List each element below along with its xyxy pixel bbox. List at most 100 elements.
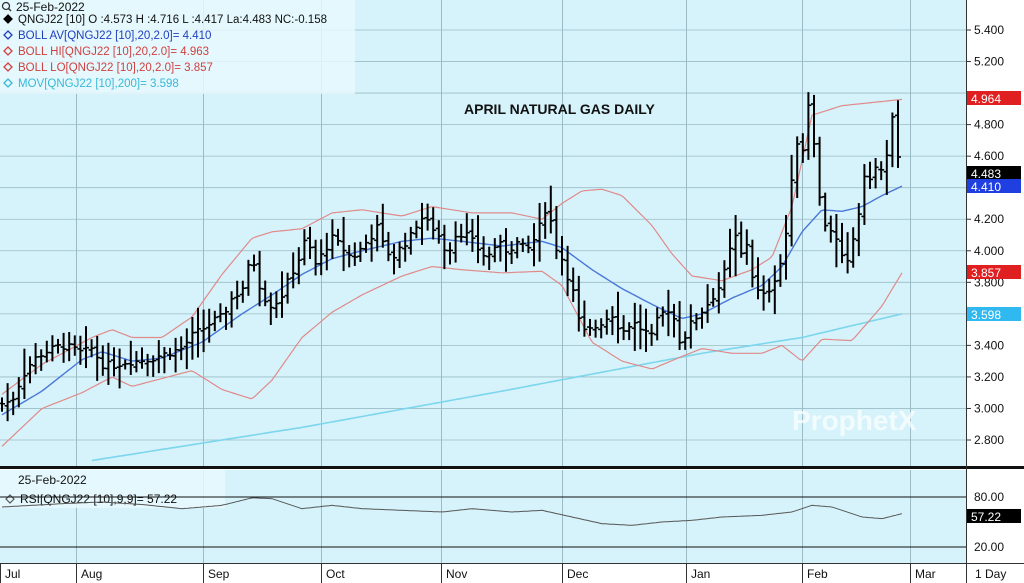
rsi-date: 25-Feb-2022 [18, 473, 87, 487]
ohlc-bar [575, 275, 582, 332]
ohlc-bar [811, 94, 817, 158]
svg-text:4.964: 4.964 [971, 92, 1001, 106]
ohlc-bar [659, 306, 666, 327]
svg-text:3.598: 3.598 [971, 308, 1001, 322]
ohlc-bar [844, 232, 851, 274]
time-label: Mar [915, 567, 936, 581]
legend-marker-icon [3, 46, 13, 56]
ohlc-bar [27, 356, 33, 384]
ohlc-bar [267, 292, 274, 326]
svg-text:4.410: 4.410 [971, 180, 1001, 194]
ohlc-bar [643, 308, 649, 352]
ohlc-bar [631, 302, 638, 351]
ohlc-bar [850, 227, 857, 268]
ohlc-bar [766, 278, 773, 303]
rsi-legend-box [0, 470, 225, 508]
price-tick-label: 2.800 [974, 433, 1004, 447]
ohlc-bar [10, 391, 17, 416]
ohlc-bar [363, 234, 369, 253]
ohlc-bar [407, 226, 414, 255]
ohlc-bar [262, 280, 269, 307]
time-label: Oct [326, 567, 345, 581]
ohlc-bar [127, 340, 134, 375]
svg-text:3.857: 3.857 [971, 266, 1001, 280]
legend-marker-icon [3, 30, 13, 40]
ohlc-bar [693, 313, 700, 331]
legend: QNGJ22 [10] O :4.573 H :4.716 L :4.417 L… [3, 14, 327, 90]
ohlc-bar [721, 260, 728, 298]
ohlc-bar [749, 239, 756, 288]
ohlc-bar [374, 214, 381, 252]
ohlc-bar [435, 220, 442, 244]
search-icon[interactable] [1, 1, 11, 11]
ohlc-bar [542, 202, 549, 239]
ohlc-bar [587, 318, 593, 336]
ohlc-bar [155, 340, 162, 374]
ohlc-bar [88, 339, 95, 358]
ohlc-bar [452, 221, 459, 263]
ohlc-bar [486, 246, 493, 270]
ohlc-bar [223, 306, 229, 330]
ohlc-bar [738, 221, 745, 258]
ohlc-bar [458, 223, 465, 243]
legend-box [0, 0, 355, 94]
ohlc-bar [788, 154, 795, 247]
ohlc-bar [284, 272, 291, 304]
price-tick-label: 3.200 [974, 370, 1004, 384]
ohlc-bar [55, 338, 61, 354]
ohlc-bar [525, 235, 532, 254]
ohlc-bar [559, 236, 565, 276]
legend-entry: BOLL LO[QNGJ22 [10],20,2.0]= 3.857 [18, 62, 213, 74]
ohlc-bar [536, 202, 543, 262]
ohlc-bar [301, 229, 308, 266]
ohlc-bar [671, 303, 677, 338]
ohlc-bar [760, 275, 767, 311]
ohlc-bar [676, 301, 683, 350]
ohlc-bar [111, 347, 117, 377]
ohlc-bar [99, 345, 106, 376]
ohlc-bar [799, 133, 806, 163]
ohlc-bar [441, 224, 448, 270]
ohlc-bar [279, 271, 285, 318]
svg-text:4.483: 4.483 [971, 167, 1001, 181]
ohlc-bar [66, 332, 73, 362]
ohlc-bar [43, 340, 50, 363]
ohlc-bar [329, 219, 336, 259]
ohlc-bar [615, 291, 621, 344]
ohlc-bar [133, 351, 140, 373]
mov200-line [91, 313, 903, 462]
ohlc-bar [547, 185, 554, 234]
ohlc-bar [122, 359, 129, 370]
time-label: Jan [691, 567, 710, 581]
time-label: Jul [5, 567, 20, 581]
ohlc-bar [402, 232, 409, 262]
ohlc-bar [105, 342, 112, 385]
ohlc-bar [553, 206, 560, 260]
ohlc-bar [178, 336, 185, 361]
ohlc-bar [245, 259, 252, 296]
ohlc-bar [60, 332, 67, 363]
price-tick-label: 4.200 [974, 212, 1004, 226]
price-tick-label: 3.400 [974, 338, 1004, 352]
time-label: Nov [446, 567, 467, 581]
ohlc-bar [687, 304, 694, 349]
ohlc-bar [183, 328, 190, 370]
grid [0, 0, 966, 563]
ohlc-bar [839, 222, 845, 264]
ohlc-bar [239, 280, 246, 303]
ohlc-bar [794, 136, 801, 199]
rsi-legend-icon [5, 494, 15, 504]
ohlc-bar [150, 355, 157, 377]
ohlc-bar [234, 280, 241, 310]
ohlc-bar [172, 337, 179, 373]
ohlc-bar [38, 349, 45, 371]
ohlc-bar [497, 234, 504, 262]
ohlc-bar [256, 250, 263, 307]
ohlc-bar [878, 161, 885, 181]
ohlc-bar [771, 265, 778, 315]
ohlc-bar [419, 202, 425, 245]
boll-lo-line [1, 266, 903, 447]
ohlc-bar [503, 228, 509, 272]
